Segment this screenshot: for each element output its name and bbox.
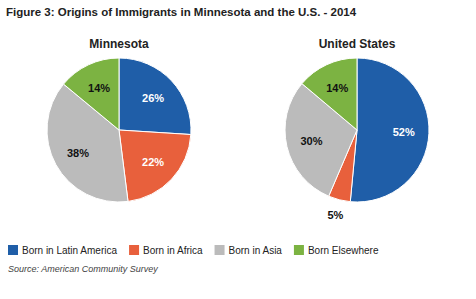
pie-slice [302,58,357,130]
legend-label: Born in Asia [229,245,283,256]
pie: 26% 22% 38% 14% [47,58,191,202]
data-label: 22% [142,156,164,168]
legend-label: Born in Africa [143,245,203,256]
pie-title: United States [319,37,396,51]
legend-label: Born in Latin America [22,245,117,256]
legend-swatch [294,245,304,255]
chart: Figure 3: Origins of Immigrants in Minne… [0,0,476,299]
data-label: 30% [300,135,322,147]
data-label: 52% [393,126,415,138]
legend-swatch [129,245,139,255]
pie-slice [119,130,191,201]
data-label: 26% [142,92,164,104]
pie-slice [350,58,429,202]
title: Figure 3: Origins of Immigrants in Minne… [6,6,357,18]
legend-label: Born Elsewhere [308,245,379,256]
data-label: 14% [88,82,110,94]
data-label: 14% [326,82,348,94]
pie-slice [64,58,119,130]
legend-item: Born in Asia [215,245,283,256]
legend-item: Born Elsewhere [294,245,379,256]
data-label: 38% [67,147,89,159]
pie-title: Minnesota [89,37,149,51]
legend-item: Born in Latin America [8,245,117,256]
data-label: 5% [327,209,343,221]
legend-item: Born in Africa [129,245,203,256]
pie: 52% 5% 30% 14% [285,58,429,221]
pie-slice [119,58,191,135]
source: Source: American Community Survey [8,264,158,274]
legend-swatch [215,245,225,255]
legend: Born in Latin America Born in Africa Born … [8,245,379,256]
legend-swatch [8,245,18,255]
